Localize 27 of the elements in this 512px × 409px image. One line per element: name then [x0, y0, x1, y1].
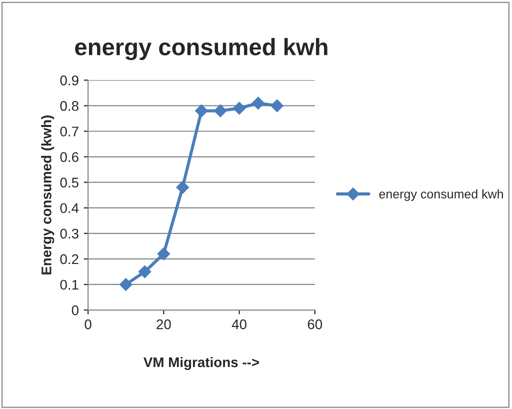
y-tick-label: 0.4 [60, 203, 79, 214]
point [214, 104, 227, 118]
y-axis-title: Energy consumed (kwh) [41, 116, 54, 274]
x-tick-label: 40 [232, 319, 246, 330]
point [119, 278, 132, 291]
y-tick-label: 0.9 [60, 76, 78, 86]
y-tick-label: 0.8 [60, 101, 78, 111]
chart-title: energy consumed kwh [75, 38, 328, 60]
point [270, 99, 284, 112]
point [232, 102, 246, 115]
y-tick-label: 0.2 [60, 254, 78, 264]
y-tick-label: 0.5 [60, 178, 78, 188]
y-tick-label: 0.6 [60, 152, 78, 162]
legend-label: energy consumed kwh [379, 189, 503, 201]
y-tick-label: 0 [72, 305, 78, 316]
y-tick-label: 0.1 [60, 280, 78, 290]
x-tick-label: 20 [156, 319, 171, 330]
x-tick-label: 0 [84, 319, 92, 330]
point [157, 247, 170, 260]
point [195, 104, 208, 118]
point [252, 96, 265, 110]
point [138, 265, 152, 278]
x-axis-title: VM Migrations --> [144, 356, 259, 370]
y-tick-label: 0.7 [60, 126, 78, 136]
y-tick-label: 0.3 [60, 228, 78, 239]
x-tick-label: 60 [308, 319, 322, 330]
point [176, 181, 189, 194]
